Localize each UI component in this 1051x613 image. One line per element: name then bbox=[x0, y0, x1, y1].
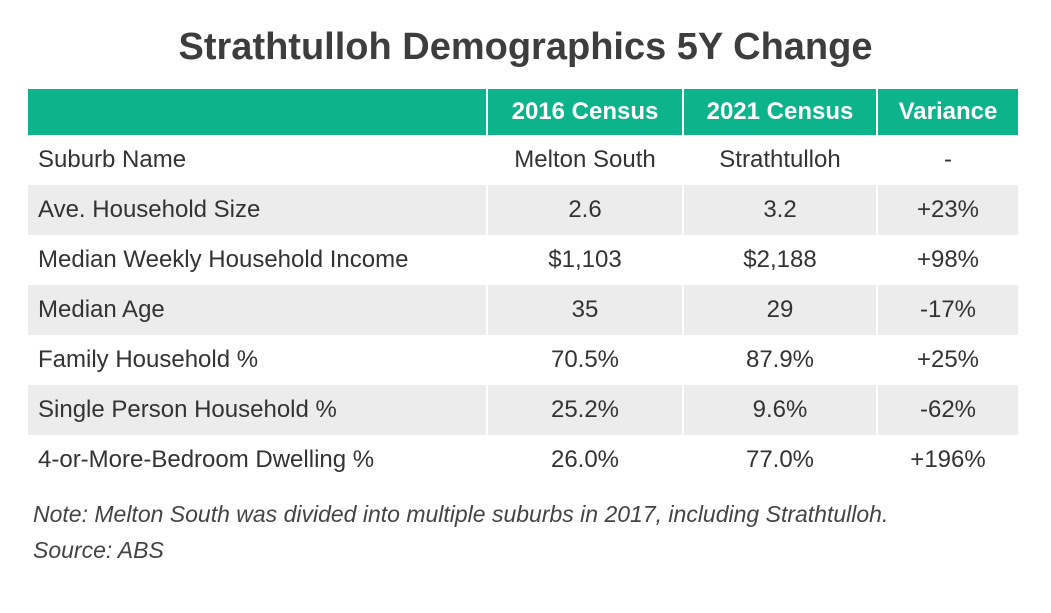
header-cell-label bbox=[28, 89, 488, 135]
cell-2021: 77.0% bbox=[684, 435, 878, 485]
row-label: Single Person Household % bbox=[28, 385, 488, 435]
demographics-table: 2016 Census 2021 Census Variance Suburb … bbox=[28, 89, 1018, 485]
row-label: Median Weekly Household Income bbox=[28, 235, 488, 285]
table-row: Family Household % 70.5% 87.9% +25% bbox=[28, 335, 1018, 385]
cell-variance: +98% bbox=[878, 235, 1018, 285]
cell-2021: Strathtulloh bbox=[684, 135, 878, 185]
cell-2021: 29 bbox=[684, 285, 878, 335]
header-cell-2021: 2021 Census bbox=[684, 89, 878, 135]
footnote: Note: Melton South was divided into mult… bbox=[33, 496, 888, 568]
table-row: Suburb Name Melton South Strathtulloh - bbox=[28, 135, 1018, 185]
row-label: Median Age bbox=[28, 285, 488, 335]
table-row: Median Age 35 29 -17% bbox=[28, 285, 1018, 335]
table-row: Single Person Household % 25.2% 9.6% -62… bbox=[28, 385, 1018, 435]
row-label: Family Household % bbox=[28, 335, 488, 385]
footnote-source: Source: ABS bbox=[33, 537, 164, 563]
row-label: 4-or-More-Bedroom Dwelling % bbox=[28, 435, 488, 485]
cell-2021: 3.2 bbox=[684, 185, 878, 235]
cell-2016: Melton South bbox=[488, 135, 684, 185]
table-row: Ave. Household Size 2.6 3.2 +23% bbox=[28, 185, 1018, 235]
cell-2021: 9.6% bbox=[684, 385, 878, 435]
row-label: Suburb Name bbox=[28, 135, 488, 185]
cell-variance: +196% bbox=[878, 435, 1018, 485]
header-cell-variance: Variance bbox=[878, 89, 1018, 135]
cell-2016: $1,103 bbox=[488, 235, 684, 285]
cell-variance: -17% bbox=[878, 285, 1018, 335]
cell-variance: - bbox=[878, 135, 1018, 185]
cell-2016: 25.2% bbox=[488, 385, 684, 435]
cell-2016: 26.0% bbox=[488, 435, 684, 485]
header-cell-2016: 2016 Census bbox=[488, 89, 684, 135]
cell-variance: +23% bbox=[878, 185, 1018, 235]
table-row: Median Weekly Household Income $1,103 $2… bbox=[28, 235, 1018, 285]
chart-title: Strathtulloh Demographics 5Y Change bbox=[178, 26, 873, 68]
cell-variance: -62% bbox=[878, 385, 1018, 435]
cell-2021: 87.9% bbox=[684, 335, 878, 385]
cell-2016: 2.6 bbox=[488, 185, 684, 235]
footnote-note: Note: Melton South was divided into mult… bbox=[33, 501, 889, 527]
table-header-row: 2016 Census 2021 Census Variance bbox=[28, 89, 1018, 135]
cell-2021: $2,188 bbox=[684, 235, 878, 285]
row-label: Ave. Household Size bbox=[28, 185, 488, 235]
cell-variance: +25% bbox=[878, 335, 1018, 385]
cell-2016: 35 bbox=[488, 285, 684, 335]
table-row: 4-or-More-Bedroom Dwelling % 26.0% 77.0%… bbox=[28, 435, 1018, 485]
cell-2016: 70.5% bbox=[488, 335, 684, 385]
